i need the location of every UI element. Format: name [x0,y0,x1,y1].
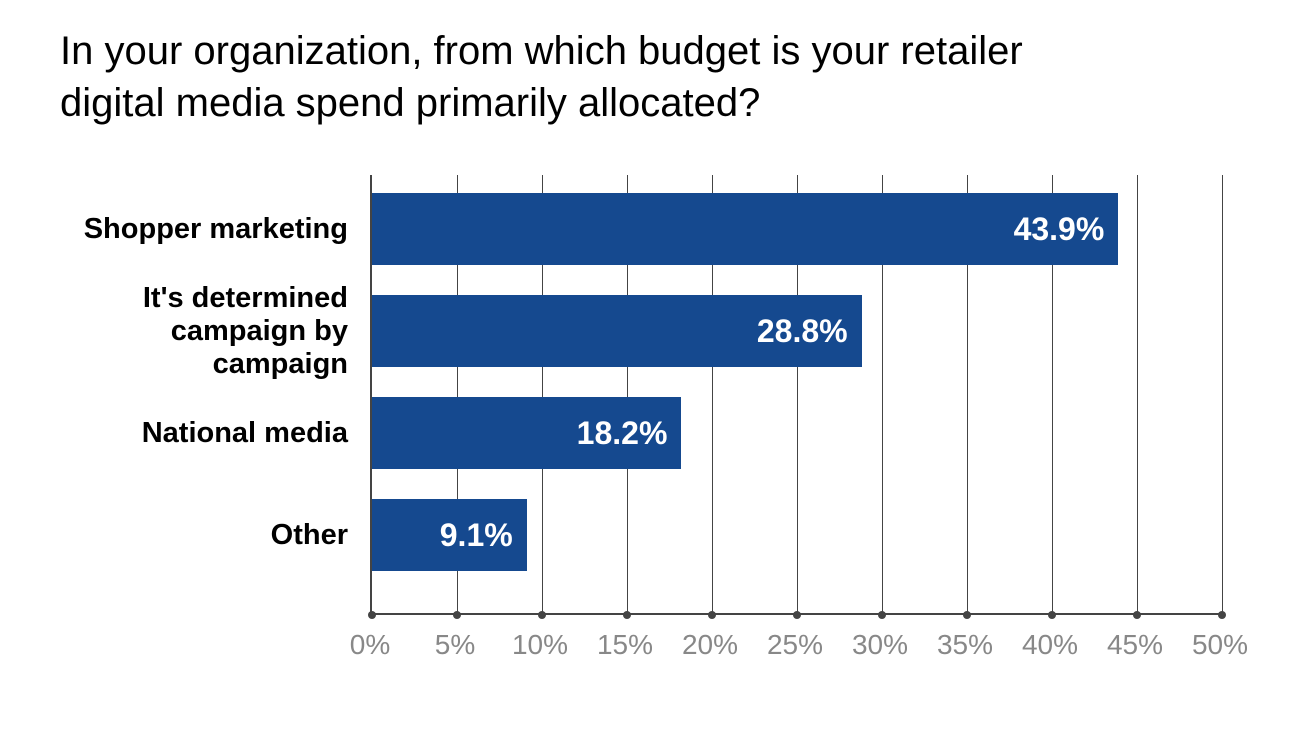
x-tick-label: 5% [435,629,475,661]
x-tick-label: 30% [852,629,908,661]
bar-row: Other 9.1% [60,499,1230,571]
x-tick-label: 50% [1192,629,1248,661]
x-tick-label: 0% [350,629,390,661]
category-label: Shopper marketing [60,213,360,246]
tick-mark [1218,611,1226,619]
chart-container: In your organization, from which budget … [0,0,1300,732]
x-tick-label: 45% [1107,629,1163,661]
bar: 28.8% [372,295,862,367]
tick-mark [878,611,886,619]
category-label: Other [60,519,360,552]
tick-mark [963,611,971,619]
tick-mark [368,611,376,619]
x-tick-label: 25% [767,629,823,661]
tick-mark [708,611,716,619]
tick-mark [623,611,631,619]
tick-mark [453,611,461,619]
bar-row: National media 18.2% [60,397,1230,469]
bar: 9.1% [372,499,527,571]
bar-value-label: 9.1% [440,517,527,554]
bar-row: It's determined campaign by campaign28.8… [60,295,1230,367]
category-label: It's determined campaign by campaign [60,282,360,381]
x-tick-label: 10% [512,629,568,661]
bar: 18.2% [372,397,681,469]
tick-mark [1048,611,1056,619]
x-tick-label: 15% [597,629,653,661]
category-label: National media [60,417,360,450]
tick-mark [538,611,546,619]
x-tick-label: 20% [682,629,738,661]
bar-value-label: 28.8% [757,313,862,350]
bar-row: Shopper marketing 43.9% [60,193,1230,265]
bar-value-label: 18.2% [577,415,682,452]
bar-chart: 0%5%10%15%20%25%30%35%40%45%50%Shopper m… [60,175,1230,680]
tick-mark [793,611,801,619]
bar-value-label: 43.9% [1014,211,1119,248]
x-tick-label: 40% [1022,629,1078,661]
bar: 43.9% [372,193,1118,265]
chart-title: In your organization, from which budget … [60,25,1060,129]
tick-mark [1133,611,1141,619]
x-tick-label: 35% [937,629,993,661]
